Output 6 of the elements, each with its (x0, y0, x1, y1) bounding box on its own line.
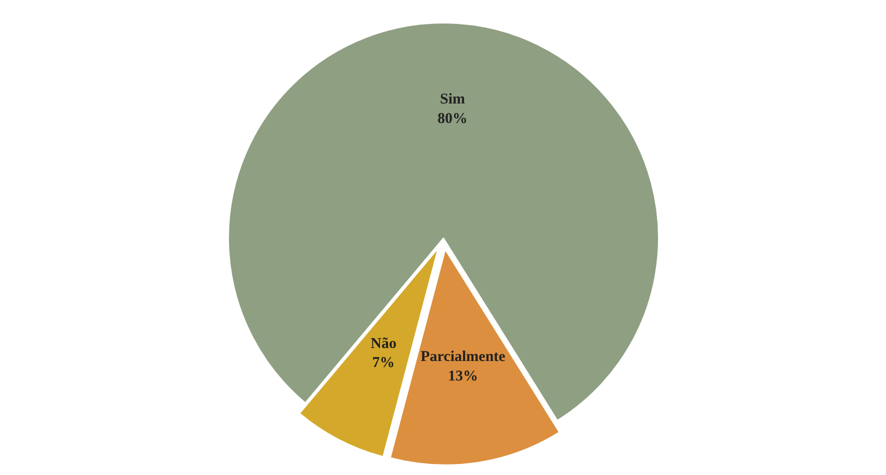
data-label: 7% (372, 355, 395, 372)
slice-label: Sim (440, 92, 466, 108)
data-label: 80% (438, 110, 468, 127)
slice-label: Não (370, 336, 396, 352)
slice-label: Parcialmente (420, 349, 506, 366)
data-label: 13% (448, 368, 478, 384)
